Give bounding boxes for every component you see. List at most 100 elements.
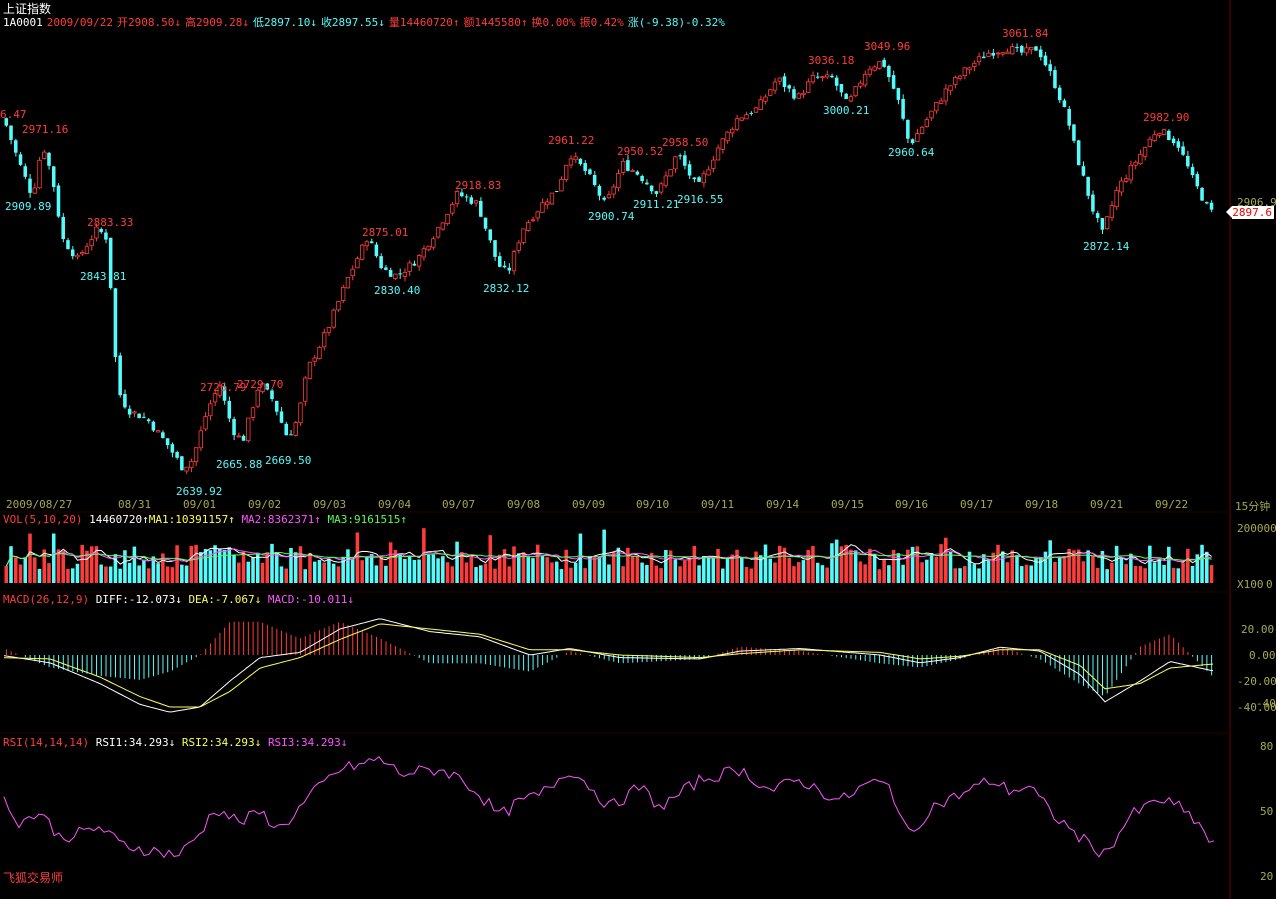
candle-body xyxy=(649,185,654,192)
volume-bar xyxy=(910,546,915,583)
volume-bar xyxy=(868,548,872,583)
volume-bar xyxy=(925,559,929,583)
volume-bar xyxy=(640,562,644,583)
candle-body xyxy=(792,89,796,99)
candle-body xyxy=(99,229,103,233)
candle-body xyxy=(1100,218,1105,230)
volume-bar xyxy=(479,565,483,583)
volume-bar xyxy=(189,545,194,583)
candle-body xyxy=(564,164,569,180)
candle-body xyxy=(640,175,644,182)
volume-bar xyxy=(232,554,236,583)
volume-bar xyxy=(403,558,407,583)
candle-body xyxy=(1067,108,1071,126)
high-label: 2982.90 xyxy=(1143,111,1190,124)
volume-bar xyxy=(749,568,754,583)
volume-bar xyxy=(550,562,554,583)
candle-body xyxy=(1081,166,1086,176)
volume-bar xyxy=(782,547,787,583)
candle-body xyxy=(938,100,944,104)
volume-bar xyxy=(251,557,255,583)
volume-bar xyxy=(768,558,773,583)
volume-bar xyxy=(896,553,901,583)
candle-body xyxy=(412,263,417,266)
candle-body xyxy=(834,77,839,86)
candle-body xyxy=(473,200,479,204)
volume-bar xyxy=(388,542,393,583)
volume-bar xyxy=(516,553,521,583)
volume-bar xyxy=(13,557,18,583)
candle-body xyxy=(127,408,132,415)
candle-body xyxy=(341,286,346,301)
candle-body xyxy=(1142,146,1148,157)
candle-body xyxy=(692,177,697,180)
volume-bar xyxy=(991,552,996,583)
candle-body xyxy=(957,75,963,79)
volume-bar xyxy=(678,566,682,583)
period-selector[interactable]: 15分钟 xyxy=(1235,500,1271,513)
volume-bar xyxy=(858,561,863,583)
volume-bar xyxy=(255,552,260,583)
date-label: 09/17 xyxy=(960,498,994,511)
candle-body xyxy=(384,267,388,270)
candle-body xyxy=(488,229,493,241)
candle-body xyxy=(374,244,379,257)
candle-body xyxy=(137,413,141,419)
candle-body xyxy=(611,186,616,195)
candle-body xyxy=(312,357,317,362)
volume-bar xyxy=(18,564,23,583)
volume-bar xyxy=(1162,564,1166,583)
volume-bar xyxy=(1086,550,1090,583)
candle-body xyxy=(711,159,716,169)
candle-body xyxy=(355,258,360,269)
volume-ma1-line xyxy=(5,544,1212,567)
candle-body xyxy=(782,76,787,87)
candle-body xyxy=(976,56,982,63)
volume-bar xyxy=(668,550,673,583)
candle-body xyxy=(530,219,536,222)
candle-body xyxy=(193,447,199,463)
index-title: 上证指数 xyxy=(3,2,52,16)
candle-body xyxy=(1138,153,1143,165)
candle-body xyxy=(1152,134,1157,141)
candle-body xyxy=(825,74,830,78)
candle-body xyxy=(28,178,32,193)
volume-bar xyxy=(806,549,810,583)
volume-bar xyxy=(407,556,412,583)
volume-bar xyxy=(156,563,160,583)
volume-bar xyxy=(635,556,640,583)
candle-body xyxy=(511,251,517,272)
volume-bar xyxy=(1181,562,1185,583)
volume-bar xyxy=(811,546,815,583)
rsi-indicator-name[interactable]: RSI(14,14,14) xyxy=(3,736,90,749)
volume-bar xyxy=(180,564,184,583)
candle-body xyxy=(1072,124,1076,141)
candle-body xyxy=(113,288,118,357)
volume-bar xyxy=(512,546,516,583)
candle-body xyxy=(1119,180,1124,193)
candle-body xyxy=(435,227,441,238)
volume-bar xyxy=(649,552,654,583)
volume-bar xyxy=(754,551,758,583)
volume-bar xyxy=(346,549,350,583)
volume-bar xyxy=(4,565,9,583)
volume-bar xyxy=(948,551,953,583)
volume-bar xyxy=(535,544,540,583)
volume-bar xyxy=(697,565,701,583)
volume-bar xyxy=(474,567,478,583)
candle-body xyxy=(1086,176,1090,196)
candle-body xyxy=(56,185,61,217)
volume-bar xyxy=(920,562,924,583)
macd-indicator-name[interactable]: MACD(26,12,9) xyxy=(3,593,90,606)
volume-bar xyxy=(773,562,777,583)
volume-bar xyxy=(716,548,720,583)
vol-indicator-name[interactable]: VOL(5,10,20) xyxy=(3,513,83,526)
candle-body xyxy=(929,110,934,119)
candle-body xyxy=(322,332,327,348)
date-label: 09/18 xyxy=(1025,498,1059,511)
volume-bar xyxy=(659,568,663,583)
candle-body xyxy=(910,139,915,144)
candle-body xyxy=(454,191,460,205)
candle-body xyxy=(1000,52,1005,55)
